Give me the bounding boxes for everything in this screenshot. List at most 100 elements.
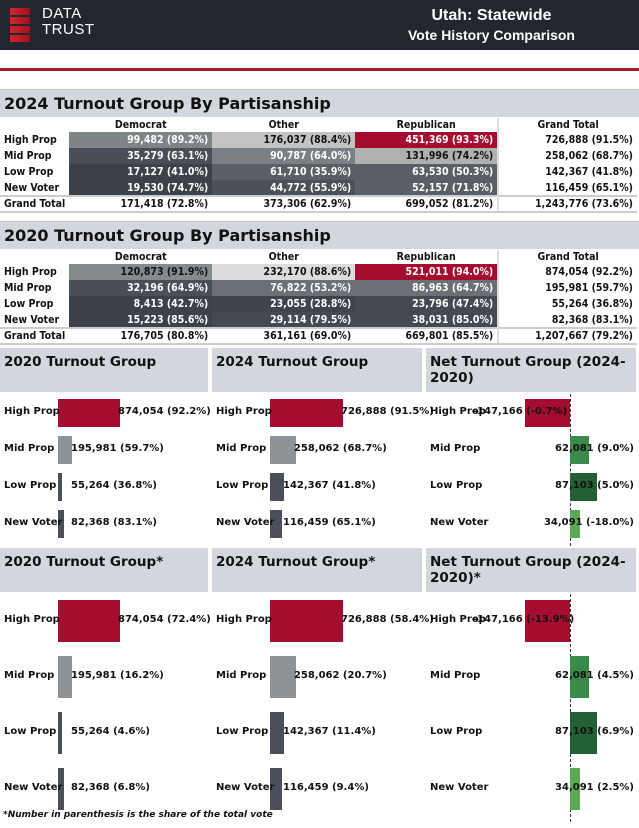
data-label: 82,368 (83.1%) — [71, 517, 157, 528]
bar — [270, 600, 343, 642]
table-2024-partisanship: Democrat Other Republican Grand Total High P… — [0, 118, 637, 213]
column-header: Democrat — [114, 119, 167, 131]
bar — [58, 399, 120, 427]
category-label: Mid Prop — [216, 443, 267, 454]
category-label: High Prop — [430, 614, 486, 625]
bar — [570, 436, 589, 464]
category-label: New Voter — [430, 517, 489, 528]
table-cell: 90,787 (64.0%) — [212, 148, 356, 164]
bar — [270, 399, 343, 427]
logo-text: DATA TRUST — [42, 5, 95, 38]
data-label: 34,091 (-18.0%) — [543, 517, 634, 528]
total-cell: 361,161 (69.0%) — [212, 327, 356, 345]
table-2020-partisanship: Democrat Other Republican Grand Total High P… — [0, 250, 637, 345]
bar — [570, 473, 597, 501]
report-title: Utah: Statewide Vote History Comparison — [408, 6, 575, 44]
total-cell: 1,243,776 (73.6%) — [497, 195, 637, 213]
zero-axis — [570, 594, 571, 822]
data-label: 62,081 (9.0%) — [555, 443, 634, 454]
table-row: Mid Prop 35,279 (63.1%) 90,787 (64.0%) 131,… — [0, 148, 637, 164]
data-label: 62,081 (4.5%) — [555, 670, 634, 681]
footnote: *Number in parenthesis is the share of t… — [3, 810, 273, 820]
bar — [270, 436, 296, 464]
bar — [58, 656, 72, 698]
data-label: 142,367 (11.4%) — [283, 726, 376, 737]
data-label: 116,459 (9.4%) — [283, 782, 369, 793]
bar — [270, 473, 285, 501]
table-cell: 61,710 (35.9%) — [212, 164, 356, 180]
category-label: Low Prop — [430, 726, 483, 737]
subtitle: Vote History Comparison — [408, 27, 575, 43]
bar-chart: High Prop 874,054 (92.2%) Mid Prop 195,981 … — [0, 394, 211, 554]
table-row: High Prop 120,873 (91.9%) 232,170 (88.6%) 5… — [0, 264, 637, 280]
table-cell: 23,796 (47.4%) — [355, 296, 499, 312]
table-cell: 451,369 (93.3%) — [355, 132, 499, 148]
row-label: Low Prop — [4, 298, 54, 310]
category-label: Mid Prop — [4, 670, 55, 681]
category-label: Low Prop — [216, 480, 269, 491]
table-cell: 32,196 (64.9%) — [69, 280, 213, 296]
table-row: High Prop 99,482 (89.2%) 176,037 (88.4%) 45… — [0, 132, 637, 148]
table-header-row: Democrat Other Republican Grand Total — [0, 250, 637, 264]
row-label: Mid Prop — [4, 150, 52, 162]
table-row: Low Prop 8,413 (42.7%) 23,055 (28.8%) 23,79… — [0, 296, 637, 312]
data-label: 34,091 (2.5%) — [555, 782, 634, 793]
chart-title: 2024 Turnout Group — [212, 348, 422, 392]
data-label: -147,166 (-13.9%) — [473, 614, 575, 625]
table-cell: 17,127 (41.0%) — [69, 164, 213, 180]
grand-total-row: Grand Total 171,418 (72.8%) 373,306 (62.9%… — [0, 195, 637, 213]
zero-axis — [570, 394, 571, 546]
category-label: New Voter — [216, 782, 275, 793]
table-cell: 19,530 (74.7%) — [69, 180, 213, 196]
category-label: High Prop — [216, 406, 272, 417]
bar-chart: High Prop 874,054 (72.4%) Mid Prop 195,981 … — [0, 594, 211, 810]
bar — [570, 712, 597, 754]
chart-title: 2024 Turnout Group* — [212, 548, 422, 592]
total-cell: 1,207,667 (79.2%) — [497, 327, 637, 345]
bar — [58, 712, 62, 754]
data-label: 55,264 (36.8%) — [71, 480, 157, 491]
data-label: 726,888 (91.5%) — [341, 406, 434, 417]
data-label: 195,981 (59.7%) — [71, 443, 164, 454]
data-label: 142,367 (41.8%) — [283, 480, 376, 491]
divider — [0, 68, 639, 71]
data-label: 258,062 (20.7%) — [293, 670, 387, 681]
total-cell: 699,052 (81.2%) — [355, 195, 499, 213]
bar — [58, 768, 64, 810]
grand-total-row: Grand Total 176,705 (80.8%) 361,161 (69.0%… — [0, 327, 637, 345]
bar — [270, 768, 282, 810]
category-label: High Prop — [4, 614, 60, 625]
bar-chart: High Prop -147,166 (-0.7%) Mid Prop 62,081 … — [426, 394, 636, 554]
table-cell: 38,031 (85.0%) — [355, 312, 499, 328]
category-label: New Voter — [4, 517, 63, 528]
category-label: New Voter — [216, 517, 275, 528]
data-label: 258,062 (68.7%) — [293, 443, 387, 454]
chart-title: 2020 Turnout Group* — [0, 548, 208, 592]
column-header: Grand Total — [497, 118, 637, 132]
table-cell: 29,114 (79.5%) — [212, 312, 356, 328]
table-cell: 176,037 (88.4%) — [212, 132, 356, 148]
data-label: 87,103 (5.0%) — [555, 480, 634, 491]
table-cell: 142,367 (41.8%) — [497, 164, 637, 180]
column-header: Other — [268, 251, 299, 263]
bar-chart: High Prop -147,166 (-13.9%) Mid Prop 62,081… — [426, 594, 636, 822]
table-cell: 258,062 (68.7%) — [497, 148, 637, 164]
table-row: New Voter 15,223 (85.6%) 29,114 (79.5%) 38,… — [0, 312, 637, 328]
table-cell: 726,888 (91.5%) — [497, 132, 637, 148]
column-header: Republican — [396, 119, 456, 131]
data-label: -147,166 (-0.7%) — [473, 406, 568, 417]
table-cell: 23,055 (28.8%) — [212, 296, 356, 312]
table-row: Mid Prop 32,196 (64.9%) 76,822 (53.2%) 86,9… — [0, 280, 637, 296]
category-label: High Prop — [4, 406, 60, 417]
category-label: Low Prop — [4, 480, 57, 491]
data-label: 82,368 (6.8%) — [71, 782, 150, 793]
category-label: Low Prop — [216, 726, 269, 737]
bar — [525, 600, 570, 642]
table-2024-title: 2024 Turnout Group By Partisanship — [0, 89, 639, 117]
column-header: Grand Total — [497, 250, 637, 264]
table-2020-title: 2020 Turnout Group By Partisanship — [0, 221, 639, 249]
bar — [570, 510, 581, 538]
bar-chart: High Prop 726,888 (58.4%) Mid Prop 258,062 … — [212, 594, 434, 810]
category-label: New Voter — [4, 782, 63, 793]
row-label: High Prop — [4, 134, 57, 146]
